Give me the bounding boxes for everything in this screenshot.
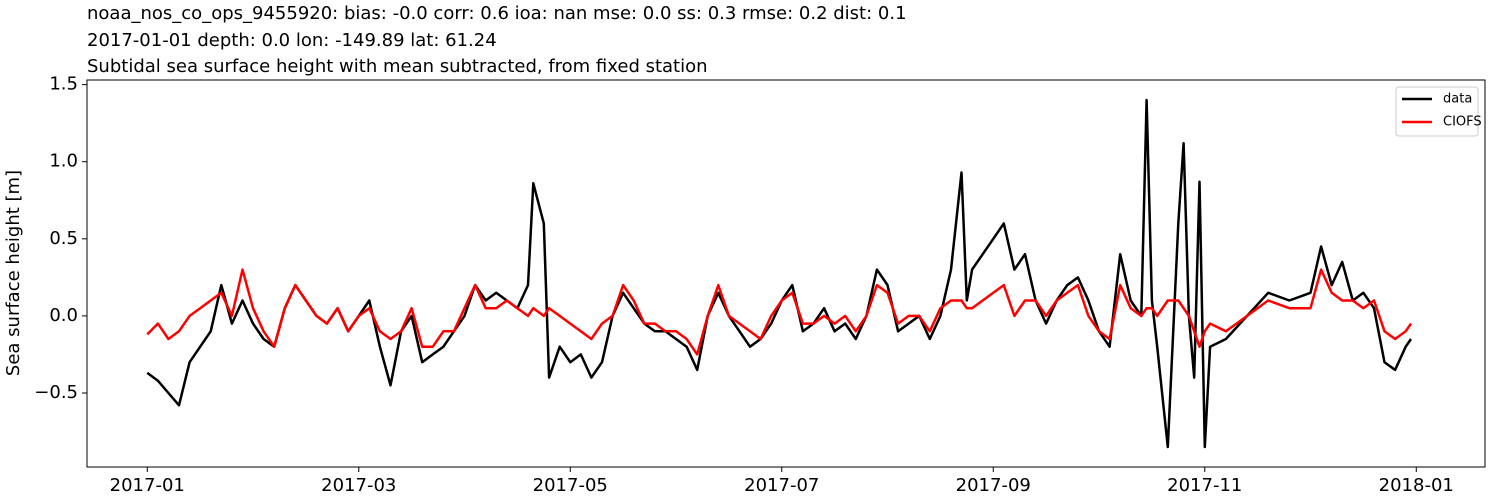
y-tick-label: 0.5 [49, 228, 78, 249]
chart-subtitle: Subtidal sea surface height with mean su… [87, 56, 708, 77]
x-tick-label: 2017-05 [533, 475, 608, 496]
y-tick-label: 1.0 [49, 151, 78, 172]
chart-title: noaa_nos_co_ops_9455920: bias: -0.0 corr… [87, 3, 907, 24]
series-line [146, 268, 1413, 356]
x-tick-label: 2017-03 [321, 475, 396, 496]
chart-subtitle: 2017-01-01 depth: 0.0 lon: -149.89 lat: … [87, 30, 497, 51]
x-tick-label: 2017-09 [956, 475, 1031, 496]
y-tick-label: 0.0 [49, 305, 78, 326]
legend-label: CIOFS [1443, 115, 1482, 130]
x-tick-label: 2017-01 [110, 475, 185, 496]
y-tick-label: 1.5 [49, 74, 78, 95]
legend-label: data [1443, 92, 1472, 107]
x-tick-label: 2017-11 [1167, 475, 1242, 496]
x-tick-label: 2018-01 [1379, 475, 1454, 496]
series-line [146, 98, 1413, 449]
y-axis-label: Sea surface height [m] [3, 170, 24, 376]
axes-frame [86, 79, 1486, 468]
y-tick-label: −0.5 [34, 382, 78, 403]
x-tick-label: 2017-07 [744, 475, 819, 496]
